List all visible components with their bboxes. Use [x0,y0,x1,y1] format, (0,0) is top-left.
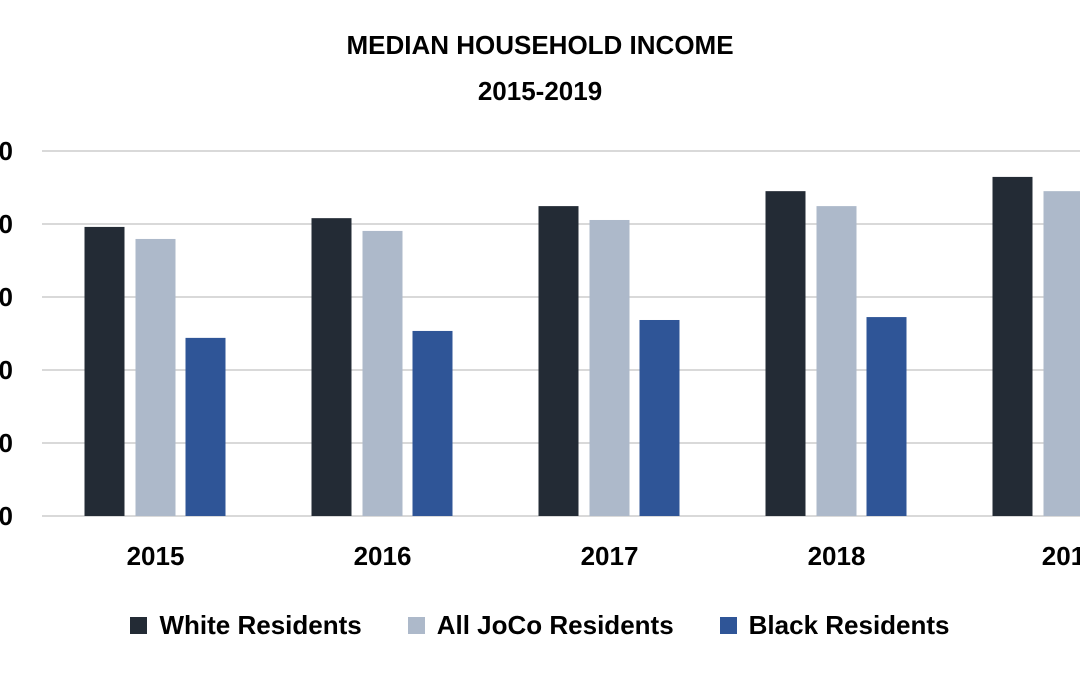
y-tick-label: 0 [0,282,13,312]
bar-white-residents [992,176,1033,517]
x-tick-label: 2015 [127,541,185,571]
y-tick-label: 0 [0,209,13,239]
x-tick-label: 2017 [581,541,639,571]
legend-swatch [407,617,425,634]
bar-black-residents [185,337,226,516]
x-tick-label: 2018 [808,541,866,571]
bar-black-residents [639,319,680,516]
bar-all-joco-residents [1043,191,1080,516]
legend-label: All JoCo Residents [436,610,674,640]
y-tick-label: 0 [0,136,13,166]
legend-swatch [130,617,148,634]
bar-all-joco-residents [589,219,630,517]
bar-black-residents [412,330,453,516]
bar-white-residents [311,218,352,516]
legend-label: White Residents [159,610,362,640]
legend-swatch [719,617,737,634]
legend-label: Black Residents [748,610,950,640]
legend-item-all: All JoCo Residents [407,610,674,641]
y-tick-label: 0 [0,428,13,458]
legend-item-white: White Residents [130,610,362,641]
bar-all-joco-residents [362,230,403,516]
bar-black-residents [866,317,907,516]
bar-white-residents [765,191,806,516]
chart-subtitle: 2015-2019 [477,76,603,106]
bar-all-joco-residents [135,238,176,516]
chart-title: MEDIAN HOUSEHOLD INCOME [346,30,734,60]
y-tick-label: 0 [0,501,13,531]
legend-item-black: Black Residents [719,610,950,641]
x-tick-label: 201 [1042,541,1080,571]
y-tick-label: 0 [0,355,13,385]
x-tick-label: 2016 [354,541,412,571]
legend: White Residents All JoCo Residents Black… [0,610,1080,641]
bar-white-residents [538,206,579,517]
bar-all-joco-residents [816,206,857,517]
bar-white-residents [84,226,125,517]
